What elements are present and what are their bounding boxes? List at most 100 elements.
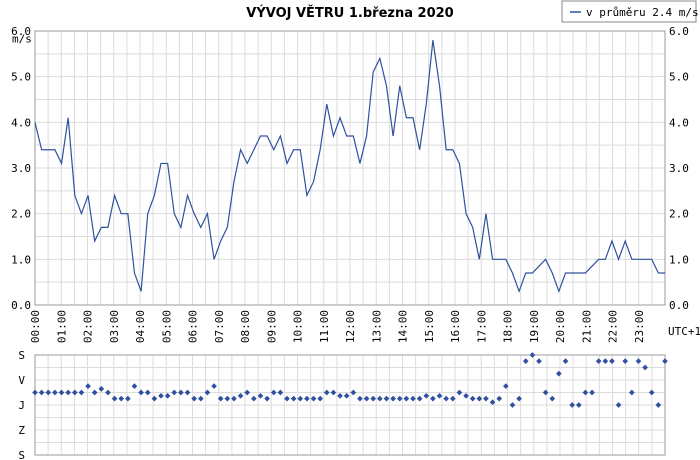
x-tick-label: 23:00 — [633, 310, 646, 343]
direction-point — [363, 395, 370, 402]
direction-point — [423, 393, 430, 399]
direction-point — [357, 395, 363, 402]
direction-point — [337, 393, 343, 399]
legend: v průměru 2.4 m/s — [561, 0, 699, 23]
direction-point — [443, 395, 449, 402]
y-tick-label-left: 3.0 — [11, 162, 31, 175]
x-tick-label: 19:00 — [528, 310, 541, 343]
direction-point — [118, 395, 125, 402]
direction-point — [65, 389, 71, 396]
x-tick-label: 02:00 — [82, 310, 95, 343]
direction-point — [98, 386, 105, 392]
x-axis-timezone-label: UTC+1 — [668, 325, 700, 338]
direction-point — [264, 395, 270, 402]
direction-point — [251, 395, 257, 402]
direction-point — [224, 395, 231, 402]
y-tick-label-left: 1.0 — [11, 253, 31, 266]
direction-point — [330, 389, 337, 396]
legend-label: v průměru 2.4 m/s — [586, 6, 699, 19]
y-tick-label-right: 0.0 — [669, 299, 689, 312]
x-tick-label: 08:00 — [239, 310, 252, 343]
direction-point — [144, 389, 151, 396]
x-tick-label: 05:00 — [160, 310, 173, 343]
x-tick-label: 12:00 — [344, 310, 357, 343]
direction-tick-label: J — [18, 399, 25, 412]
y-tick-label-right: 1.0 — [669, 253, 689, 266]
legend-box — [561, 0, 697, 23]
direction-point — [403, 395, 410, 402]
direction-point — [522, 358, 529, 364]
y-tick-label-right: 5.0 — [669, 71, 689, 84]
direction-point — [516, 395, 522, 402]
direction-point — [178, 389, 184, 396]
direction-point — [642, 364, 648, 371]
x-tick-label: 20:00 — [554, 310, 567, 343]
direction-point — [655, 402, 662, 408]
y-tick-label-right: 4.0 — [669, 116, 689, 129]
x-tick-label: 07:00 — [213, 310, 226, 343]
direction-point — [556, 370, 562, 377]
x-tick-label: 06:00 — [187, 310, 200, 343]
direction-point — [317, 395, 323, 402]
direction-point — [496, 395, 503, 402]
direction-point — [430, 395, 436, 402]
direction-point — [635, 358, 642, 364]
direction-point — [449, 395, 456, 402]
direction-point — [217, 395, 224, 402]
x-tick-label: 22:00 — [607, 310, 620, 343]
direction-point — [536, 358, 542, 364]
y-tick-label-left: 5.0 — [11, 71, 31, 84]
direction-point — [410, 395, 416, 402]
direction-point — [290, 395, 297, 402]
direction-point — [489, 399, 496, 406]
x-tick-label: 11:00 — [318, 310, 331, 343]
direction-point — [184, 389, 191, 396]
direction-point — [377, 395, 383, 402]
direction-point — [648, 389, 655, 396]
direction-point — [456, 389, 463, 396]
y-tick-label-right: 3.0 — [669, 162, 689, 175]
chart-title: VÝVOJ VĚTRU 1.března 2020 — [246, 5, 453, 21]
direction-point — [396, 395, 403, 402]
direction-point — [503, 383, 509, 389]
direction-point — [595, 358, 602, 364]
direction-point — [257, 393, 264, 399]
direction-point — [549, 395, 556, 402]
direction-point — [615, 402, 622, 408]
direction-point — [390, 395, 396, 402]
direction-tick-label: Z — [18, 424, 25, 437]
direction-point — [171, 389, 178, 396]
x-tick-label: 09:00 — [265, 310, 278, 343]
direction-point — [542, 389, 549, 396]
direction-point — [125, 395, 131, 402]
direction-point — [562, 358, 569, 364]
y-tick-label-right: 6.0 — [669, 25, 689, 38]
direction-point — [237, 393, 244, 399]
x-tick-label: 15:00 — [423, 310, 436, 343]
direction-point — [158, 393, 164, 399]
direction-point — [529, 352, 536, 358]
direction-point — [284, 395, 290, 402]
direction-point — [164, 393, 171, 399]
direction-point — [310, 395, 317, 402]
direction-point — [575, 402, 582, 408]
x-tick-label: 01:00 — [55, 310, 68, 343]
y-tick-label-left: 2.0 — [11, 208, 31, 221]
plot-frame — [34, 30, 666, 306]
direction-point — [151, 395, 158, 402]
direction-point — [270, 389, 277, 396]
y-axis-unit-label: m/s — [12, 32, 32, 45]
x-tick-label: 14:00 — [397, 310, 410, 343]
direction-point — [416, 395, 423, 402]
direction-point — [105, 389, 111, 396]
direction-point — [78, 389, 85, 396]
direction-point — [323, 389, 330, 396]
direction-point — [277, 389, 284, 396]
x-tick-label: 04:00 — [134, 310, 147, 343]
direction-point — [350, 389, 357, 396]
direction-point — [297, 395, 304, 402]
direction-point — [304, 395, 310, 402]
direction-tick-label: V — [18, 374, 25, 387]
direction-point — [197, 395, 204, 402]
